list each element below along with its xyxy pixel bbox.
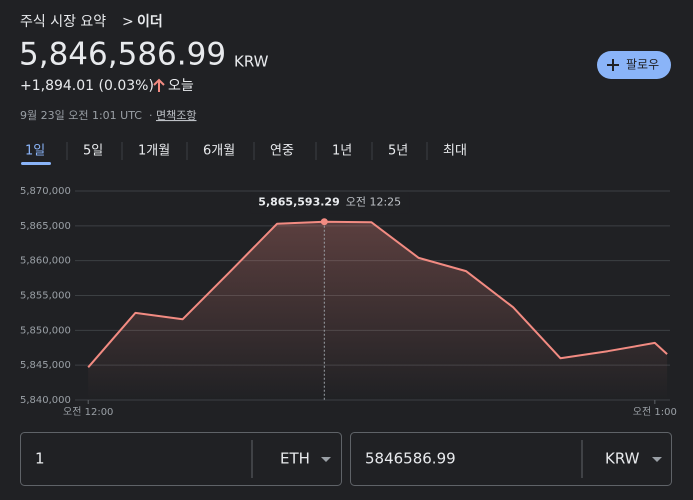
breadcrumb[interactable]: 주식 시장 요약 xyxy=(20,14,106,30)
tab[interactable]: 연중 xyxy=(270,144,294,159)
tooltip: 5,865,593.29 오전 12:25 xyxy=(250,191,410,214)
to-amount[interactable]: 5846586.99 xyxy=(365,450,456,468)
tab[interactable]: 5년 xyxy=(388,144,408,159)
timestamp: 9월 23일 오전 1:01 UTC xyxy=(20,108,142,122)
follow-label[interactable]: 팔로우 xyxy=(626,58,659,72)
tab[interactable]: 1일 xyxy=(25,144,45,159)
from-box[interactable] xyxy=(20,432,342,486)
tab[interactable]: 1개월 xyxy=(138,144,170,159)
from-amount[interactable]: 1 xyxy=(35,450,45,468)
tab[interactable]: 최대 xyxy=(443,144,467,159)
price: 5,846,586.99 xyxy=(19,37,226,73)
y-tick-label: 5,865,000 xyxy=(20,221,71,232)
from-currency[interactable]: ETH xyxy=(280,450,310,468)
follow-button[interactable] xyxy=(597,51,671,79)
plus-icon xyxy=(607,59,619,71)
tab[interactable]: 5일 xyxy=(83,144,103,159)
x-tick-label: 오전 12:00 xyxy=(63,406,113,418)
y-tick-label: 5,840,000 xyxy=(20,395,71,406)
tab[interactable]: 6개월 xyxy=(203,144,235,159)
dropdown-icon xyxy=(321,457,331,462)
change: +1,894.01 (0.03%) xyxy=(20,78,154,94)
currency: KRW xyxy=(234,53,269,71)
up-arrow xyxy=(153,78,165,92)
y-tick-label: 5,855,000 xyxy=(20,291,71,302)
disclaimer[interactable]: 면책조항 xyxy=(156,109,196,122)
dropdown-icon xyxy=(652,457,662,462)
tabs: 1일 5일 1개월 6개월 연중 1년 5년 최대 xyxy=(21,142,467,165)
breadcrumb-sep: > xyxy=(122,14,134,30)
tooltip-box xyxy=(250,191,410,214)
y-tick-label: 5,860,000 xyxy=(20,256,71,267)
breadcrumb-current: 이더 xyxy=(137,13,163,30)
y-tick-label: 5,845,000 xyxy=(20,360,71,371)
price-line xyxy=(87,220,668,368)
tooltip-time: 오전 12:25 xyxy=(346,196,401,209)
chart: 5,840,000 5,845,000 5,850,000 5,855,000 5,86… xyxy=(20,186,677,418)
to-box[interactable] xyxy=(350,432,672,486)
period: 오늘 xyxy=(168,78,194,94)
tooltip-value: 5,865,593.29 xyxy=(258,196,339,209)
tab-indicator xyxy=(21,162,51,165)
tab[interactable]: 1년 xyxy=(332,144,352,159)
y-tick-label: 5,850,000 xyxy=(20,325,71,336)
x-tick-label: 오전 1:00 xyxy=(633,406,677,418)
hover-point xyxy=(320,218,328,226)
area xyxy=(88,221,668,400)
y-tick-label: 5,870,000 xyxy=(20,186,71,197)
to-currency[interactable]: KRW xyxy=(605,450,640,468)
separator: · xyxy=(149,109,153,122)
